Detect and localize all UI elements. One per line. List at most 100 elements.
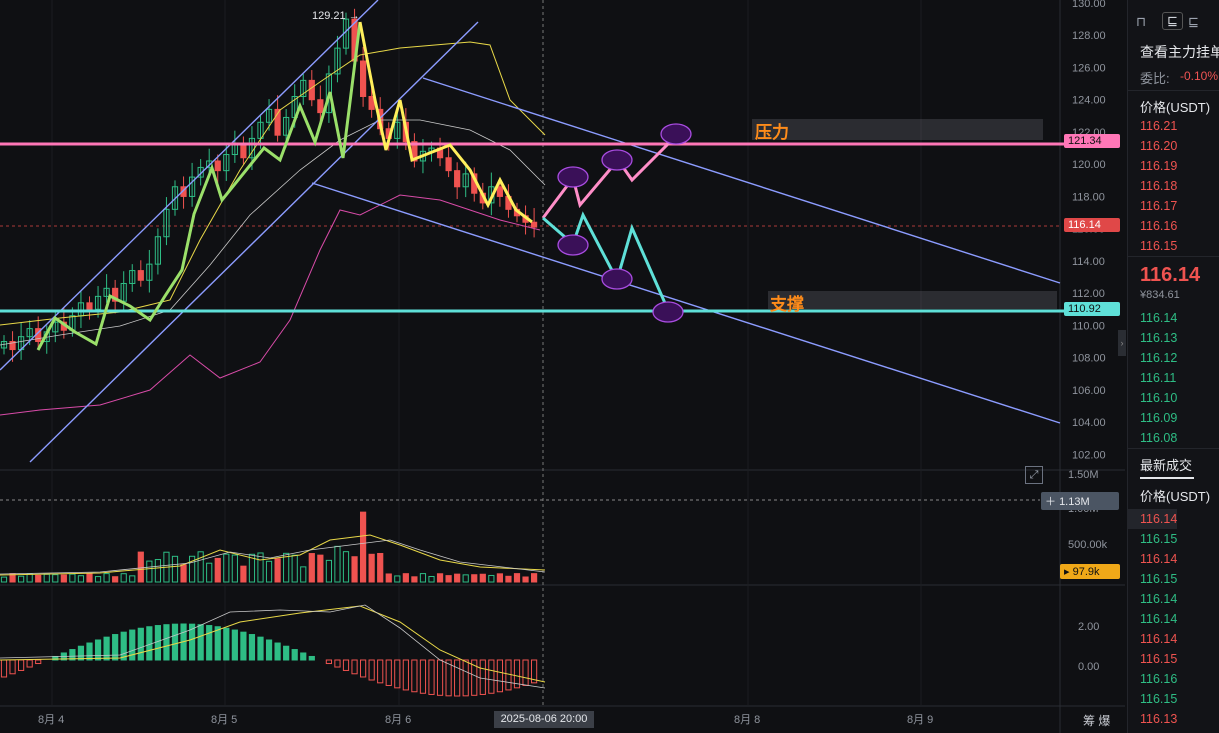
macd-histogram-bar [77,645,85,661]
volume-bar [69,573,76,583]
orderbook-row[interactable]: 116.08 [1140,431,1178,445]
volume-bar [419,573,427,583]
caret-icon: ▸ [1064,566,1070,578]
orderbook-row[interactable]: 116.14 [1140,552,1178,566]
volume-bar [402,573,409,583]
volume-bar [146,560,153,583]
orderbook-row[interactable]: 116.16 [1140,219,1178,233]
main-orders-link[interactable]: 查看主力挂单 [1140,44,1219,60]
orderbook-row[interactable]: 116.20 [1140,139,1178,153]
resistance-annotation: 压力 [755,123,789,143]
book-both-icon[interactable]: ⊓ [1136,14,1147,29]
volume-bar [189,555,196,583]
volume-bar [103,573,110,583]
candle-body [163,208,170,238]
candle-body [9,341,16,351]
macd-histogram-bar [94,639,102,661]
tab-latest-trades[interactable]: 最新成交 [1140,458,1193,473]
orderbook-row[interactable]: 116.14 [1140,612,1178,626]
volume-bar [334,545,341,583]
target-ellipse [557,166,589,188]
orderbook-row[interactable]: 116.15 [1140,652,1178,666]
orderbook-panel: ⊓ ⊑ ⊑ 查看主力挂单 委比: -0.10% 价格(USDT) 116.21 1… [1127,0,1219,733]
volume-bar [471,574,478,583]
volume-bar [257,552,264,583]
volume-bar [428,575,435,583]
collapse-handle-icon[interactable]: › [1118,330,1126,356]
orderbook-row[interactable]: 116.17 [1140,199,1178,213]
target-ellipse [660,123,692,145]
macd-histogram-bar [240,631,247,661]
macd-histogram-bar [206,625,213,661]
orderbook-row[interactable]: 116.15 [1140,692,1178,706]
volume-bar [505,575,512,583]
orderbook-row[interactable]: 116.15 [1140,572,1178,586]
volume-bar [240,565,247,583]
candle-body [86,302,93,310]
ratio-label: 委比: [1140,71,1170,86]
orderbook-row[interactable]: 116.13 [1140,712,1178,726]
volume-bar [317,554,324,583]
candle-body [26,328,33,338]
volume-bar [479,573,486,583]
candle-body [180,186,187,197]
candle-body [531,221,538,228]
bids-list: 116.14 116.13 116.12 116.11 116.10 116.09 116.… [1140,308,1177,448]
macd-histogram-bar [214,626,221,661]
orderbook-row[interactable]: 116.16 [1140,672,1178,686]
orderbook-row[interactable]: 116.14 [1140,311,1178,325]
orderbook-row[interactable]: 116.15 [1140,532,1178,546]
volume-bar [351,556,358,583]
orderbook-row[interactable]: 116.13 [1140,331,1178,345]
plus-icon[interactable]: ＋ [1045,496,1056,508]
target-ellipse [601,149,633,171]
y-tick-label: 110.00 [1072,320,1105,332]
orderbook-row[interactable]: 116.14 [1128,509,1178,529]
orderbook-row[interactable]: 116.09 [1140,411,1178,425]
volume-bar [283,552,290,583]
orderbook-row[interactable]: 116.18 [1140,179,1178,193]
volume-bar [214,557,221,583]
macd-histogram-bar [436,659,444,696]
macd-histogram-bar [129,629,136,661]
divider [1128,448,1219,449]
volume-bar [94,576,102,583]
volume-bar [462,574,469,583]
expand-icon[interactable]: ⤢ [1025,466,1043,484]
book-bids-icon[interactable]: ⊑ [1188,14,1199,29]
volume-bar [291,554,298,583]
macd-histogram-bar [462,659,469,697]
macd-histogram-bar [274,642,281,661]
orderbook-row[interactable]: 116.19 [1140,159,1178,173]
book-asks-icon[interactable]: ⊑ [1162,12,1183,30]
trades-price-header: 价格(USDT) [1140,489,1211,504]
macd-histogram-bar [531,659,538,684]
volume-bar [223,553,230,583]
candle-body [171,186,179,210]
orderbook-row[interactable]: 116.11 [1140,371,1177,385]
target-ellipse [652,301,684,323]
chart-canvas[interactable]: 130.00128.00126.00124.00122.00120.00118.… [0,0,1125,733]
volume-bar [377,552,384,583]
y-tick-label: 128.00 [1072,30,1106,42]
candle-body [360,60,367,97]
kline-chart[interactable]: 130.00 128.00 126.00 124.00 122.00 120.00 118.… [0,0,1126,733]
y-tick-label: 106.00 [1072,385,1106,397]
orderbook-row[interactable]: 116.14 [1140,592,1178,606]
bottom-right-tools[interactable]: 筹 爆 [1083,714,1111,728]
macd-histogram-bar [86,642,93,661]
support-zone [768,291,1057,309]
volume-bar [248,553,256,583]
orderbook-row[interactable]: 116.14 [1140,632,1178,646]
candle-body [308,79,315,101]
target-ellipse [601,268,633,290]
orderbook-row[interactable]: 116.15 [1140,239,1178,253]
macd-histogram-bar [385,659,392,686]
resistance-price-tag: 121.34 [1064,134,1120,148]
candle-body [52,321,59,333]
orderbook-row[interactable]: 116.10 [1140,391,1178,405]
price-header: 价格(USDT) [1140,100,1211,115]
orderbook-row[interactable]: 116.12 [1140,351,1178,365]
volume-ma-yellow [0,534,546,576]
orderbook-row[interactable]: 116.21 [1140,119,1178,133]
